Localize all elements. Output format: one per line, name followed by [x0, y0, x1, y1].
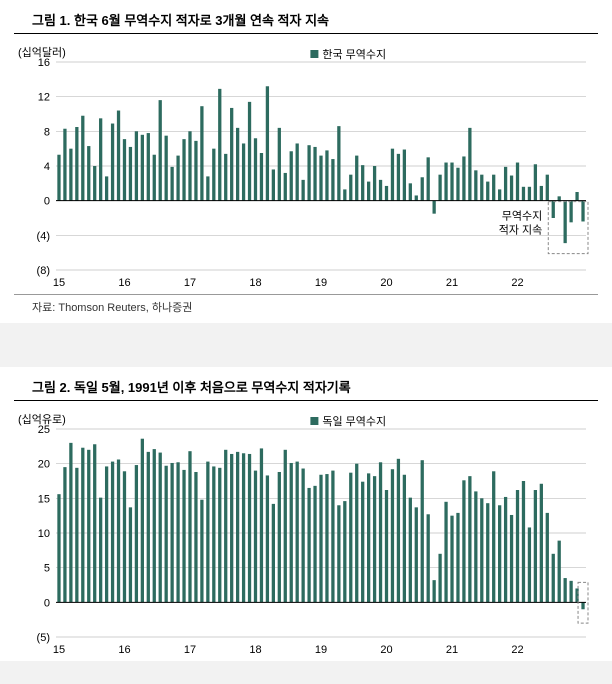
- svg-text:독일 무역수지: 독일 무역수지: [322, 414, 386, 428]
- svg-text:17: 17: [184, 277, 196, 289]
- svg-text:0: 0: [44, 196, 50, 208]
- figure-1-title: 그림 1. 한국 6월 무역수지 적자로 3개월 연속 적자 지속: [14, 0, 598, 34]
- svg-text:15: 15: [38, 493, 50, 505]
- svg-text:16: 16: [118, 277, 130, 289]
- svg-text:22: 22: [511, 277, 523, 289]
- svg-text:17: 17: [184, 644, 196, 656]
- figure-1: 그림 1. 한국 6월 무역수지 적자로 3개월 연속 적자 지속 (8) (4)…: [0, 0, 612, 323]
- svg-text:15: 15: [53, 277, 65, 289]
- svg-text:21: 21: [446, 644, 458, 656]
- figure-2: 그림 2. 독일 5월, 1991년 이후 처음으로 무역수지 적자기록 (5)…: [0, 367, 612, 661]
- svg-text:18: 18: [249, 277, 261, 289]
- svg-text:(5): (5): [37, 632, 50, 644]
- svg-text:12: 12: [38, 92, 50, 104]
- svg-text:15: 15: [53, 644, 65, 656]
- svg-text:20: 20: [38, 459, 50, 471]
- svg-text:16: 16: [118, 644, 130, 656]
- svg-text:(십억유로): (십억유로): [18, 413, 66, 426]
- svg-text:한국 무역수지: 한국 무역수지: [322, 48, 386, 61]
- figure-2-chart: (5)05101520251516171819202122(십억유로)독일 무역…: [0, 401, 612, 661]
- svg-text:8: 8: [44, 126, 50, 138]
- svg-text:21: 21: [446, 277, 458, 289]
- svg-text:19: 19: [315, 644, 327, 656]
- svg-text:22: 22: [511, 644, 523, 656]
- svg-text:20: 20: [380, 644, 392, 656]
- svg-text:무역수지: 무역수지: [502, 210, 542, 223]
- svg-text:5: 5: [44, 563, 50, 575]
- svg-text:19: 19: [315, 277, 327, 289]
- svg-text:4: 4: [44, 161, 50, 173]
- figure-1-chart: (8)(4)04812161516171819202122(십억달러)한국 무역…: [0, 34, 612, 294]
- svg-text:10: 10: [38, 528, 50, 540]
- svg-text:적자 지속: 적자 지속: [499, 224, 543, 237]
- figure-2-title: 그림 2. 독일 5월, 1991년 이후 처음으로 무역수지 적자기록: [14, 367, 598, 401]
- svg-text:(8): (8): [37, 265, 50, 277]
- svg-text:20: 20: [380, 277, 392, 289]
- chart-2-svg: (5)05101520251516171819202122(십억유로)독일 무역…: [14, 411, 598, 661]
- svg-text:(4): (4): [37, 230, 50, 242]
- spacer: [0, 323, 612, 367]
- figure-1-source: 자료: Thomson Reuters, 하나증권: [14, 294, 598, 323]
- chart-1-svg: (8)(4)04812161516171819202122(십억달러)한국 무역…: [14, 44, 598, 294]
- svg-text:(십억달러): (십억달러): [18, 46, 66, 59]
- svg-text:18: 18: [249, 644, 261, 656]
- svg-text:0: 0: [44, 597, 50, 609]
